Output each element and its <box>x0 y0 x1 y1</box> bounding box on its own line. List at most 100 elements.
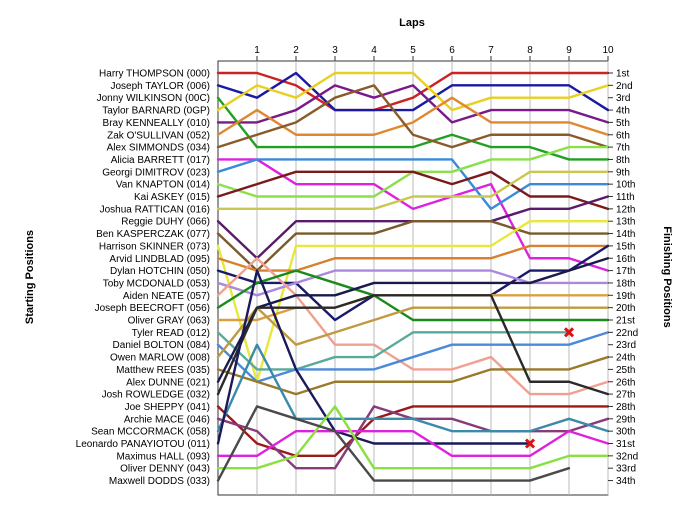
start-label: Maximus HALL (093) <box>116 451 210 462</box>
finish-label: 28th <box>616 402 635 413</box>
finish-label: 31st <box>616 439 635 450</box>
finish-label: 8th <box>616 155 630 166</box>
x-tick-label: 10 <box>602 45 614 56</box>
series-line <box>216 429 610 458</box>
start-label: Taylor BARNARD (0GP) <box>102 106 210 117</box>
series-line <box>216 71 610 112</box>
series-line <box>216 331 610 383</box>
start-label: Daniel BOLTON (084) <box>113 340 210 351</box>
chart-title: Laps <box>399 17 425 29</box>
series-line <box>216 257 610 396</box>
start-label: Toby MCDONALD (053) <box>103 278 210 289</box>
series-line <box>216 84 610 149</box>
series-line <box>216 219 610 272</box>
start-label: Dylan HOTCHIN (050) <box>110 266 210 277</box>
finish-label: 33rd <box>616 464 636 475</box>
series-line <box>216 405 610 470</box>
start-label: Bray KENNEALLY (010) <box>103 118 210 129</box>
start-label: Joshua RATTICAN (016) <box>100 204 210 215</box>
retired-marker <box>524 438 536 449</box>
finish-label: 15th <box>616 241 635 252</box>
series-line <box>216 158 610 211</box>
start-label: Joe SHEPPY (041) <box>125 402 210 413</box>
finish-label: 23rd <box>616 340 636 351</box>
finish-label: 1st <box>616 69 630 80</box>
finish-label: 4th <box>616 106 630 117</box>
finish-label: 7th <box>616 143 630 154</box>
x-tick-label: 9 <box>566 45 572 56</box>
start-label: Josh ROWLEDGE (032) <box>102 390 210 401</box>
series-layer <box>216 71 610 482</box>
start-label: Zak O'SULLIVAN (052) <box>107 130 210 141</box>
series-line <box>216 71 610 112</box>
series-line <box>216 331 571 371</box>
series-line <box>216 306 610 359</box>
start-label: Owen MARLOW (008) <box>110 353 210 364</box>
x-tick-label: 5 <box>410 45 416 56</box>
start-label: Leonardo PANAYIOTOU (011) <box>76 439 210 450</box>
retired-marker-stroke <box>524 438 536 449</box>
series-line <box>216 244 610 272</box>
finish-label: 22nd <box>616 328 638 339</box>
start-label: Ben KASPERCZAK (077) <box>96 229 210 240</box>
finish-label: 6th <box>616 130 630 141</box>
start-label: Alex SIMMONDS (034) <box>107 143 210 154</box>
start-label: Tyler READ (012) <box>132 328 210 339</box>
series-line <box>216 405 571 482</box>
series-line <box>216 343 610 433</box>
finish-label: 21st <box>616 316 635 327</box>
series-line <box>216 219 610 383</box>
finish-label: 17th <box>616 266 635 277</box>
finish-label: 11th <box>616 192 635 203</box>
series-line <box>216 84 610 124</box>
finish-label: 29th <box>616 414 635 425</box>
finish-label: 32nd <box>616 451 638 462</box>
start-label: Harry THOMPSON (000) <box>99 69 210 80</box>
finish-label: 30th <box>616 427 635 438</box>
series-line <box>216 269 610 322</box>
label-layer: Harry THOMPSON (000)Joseph TAYLOR (006)J… <box>76 69 639 488</box>
finish-label: 20th <box>616 303 635 314</box>
series-line <box>216 170 610 211</box>
series-line <box>216 405 610 458</box>
start-label: Van KNAPTON (014) <box>116 180 210 191</box>
tick-layer: 1 2 3 4 5 6 7 8 9 10 <box>254 45 614 482</box>
finish-label: 2nd <box>616 81 633 92</box>
x-tick-label: 7 <box>488 45 494 56</box>
finish-label: 10th <box>616 180 635 191</box>
finish-label: 19th <box>616 291 635 302</box>
x-tick-label: 3 <box>332 45 338 56</box>
series-line <box>216 257 610 383</box>
y-axis-label-right: Finishing Positions <box>661 226 673 327</box>
finish-label: 25th <box>616 365 635 376</box>
x-tick-label: 2 <box>293 45 299 56</box>
start-label: Oliver DENNY (043) <box>120 464 210 475</box>
series-line <box>216 294 610 396</box>
start-label: Matthew REES (035) <box>116 365 210 376</box>
series-line <box>216 269 610 297</box>
start-label: Maxwell DODDS (033) <box>109 476 210 487</box>
finish-label: 12th <box>616 204 635 215</box>
start-label: Joseph BEECROFT (056) <box>95 303 210 314</box>
start-label: Aiden NEATE (057) <box>123 291 210 302</box>
x-tick-label: 4 <box>371 45 377 56</box>
finish-label: 18th <box>616 278 635 289</box>
start-label: Joseph TAYLOR (006) <box>111 81 211 92</box>
start-label: Jonny WILKINSON (00C) <box>97 93 210 104</box>
start-label: Oliver GRAY (063) <box>128 316 210 327</box>
finish-label: 34th <box>616 476 635 487</box>
start-label: Alex DUNNE (021) <box>126 377 210 388</box>
series-line <box>216 170 610 211</box>
finish-label: 16th <box>616 254 635 265</box>
x-tick-label: 1 <box>254 45 260 56</box>
finish-label: 13th <box>616 217 635 228</box>
finish-label: 27th <box>616 390 635 401</box>
y-axis-label-left: Starting Positions <box>24 230 36 324</box>
start-label: Archie MACE (046) <box>124 414 210 425</box>
start-label: Reggie DUHY (066) <box>121 217 210 228</box>
series-line <box>216 355 610 396</box>
finish-label: 3rd <box>616 93 630 104</box>
series-line <box>216 269 532 445</box>
